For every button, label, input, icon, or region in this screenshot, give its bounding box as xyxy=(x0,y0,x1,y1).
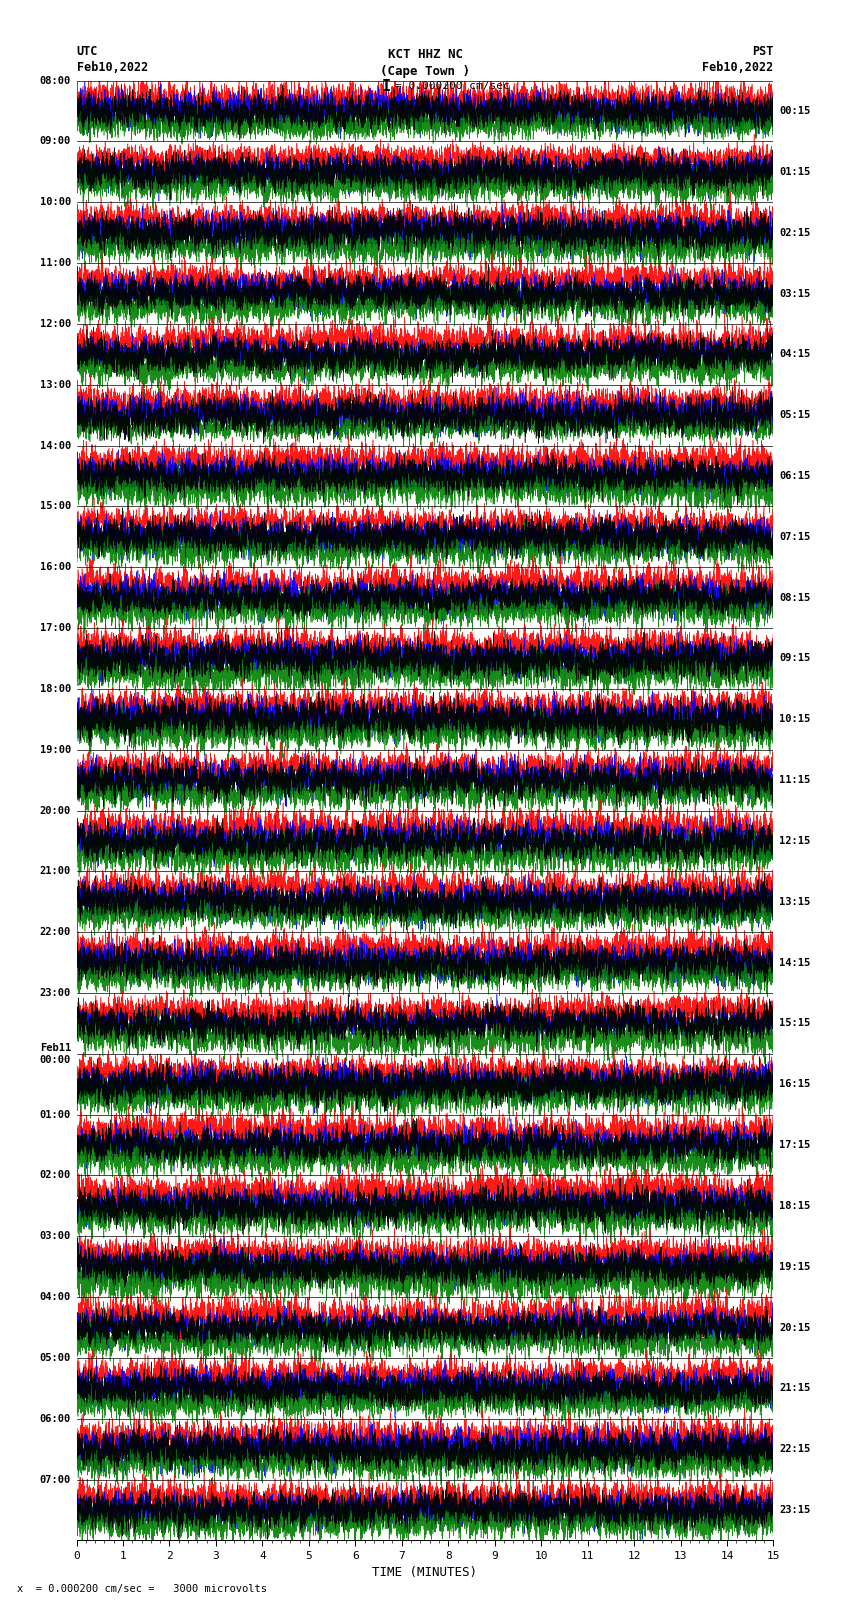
Text: 10:00: 10:00 xyxy=(40,197,71,208)
Text: 18:00: 18:00 xyxy=(40,684,71,694)
Text: 22:15: 22:15 xyxy=(779,1444,810,1455)
Text: 15:15: 15:15 xyxy=(779,1018,810,1029)
Text: 23:00: 23:00 xyxy=(40,989,71,998)
Text: 22:00: 22:00 xyxy=(40,927,71,937)
Text: 03:15: 03:15 xyxy=(779,289,810,298)
Text: 20:00: 20:00 xyxy=(40,805,71,816)
Text: 05:15: 05:15 xyxy=(779,410,810,419)
Text: 11:15: 11:15 xyxy=(779,776,810,786)
Text: Feb10,2022: Feb10,2022 xyxy=(702,61,774,74)
Text: 08:15: 08:15 xyxy=(779,592,810,603)
Text: 12:00: 12:00 xyxy=(40,319,71,329)
Text: 05:00: 05:00 xyxy=(40,1353,71,1363)
Text: 14:15: 14:15 xyxy=(779,958,810,968)
Text: 03:00: 03:00 xyxy=(40,1231,71,1242)
Text: 04:00: 04:00 xyxy=(40,1292,71,1302)
Text: 16:00: 16:00 xyxy=(40,563,71,573)
Text: 01:00: 01:00 xyxy=(40,1110,71,1119)
Text: I: I xyxy=(382,79,391,94)
Text: (Cape Town ): (Cape Town ) xyxy=(380,65,470,77)
Text: 20:15: 20:15 xyxy=(779,1323,810,1332)
Text: 07:00: 07:00 xyxy=(40,1474,71,1484)
Text: 19:00: 19:00 xyxy=(40,745,71,755)
Text: 17:00: 17:00 xyxy=(40,623,71,632)
Text: 15:00: 15:00 xyxy=(40,502,71,511)
Text: 10:15: 10:15 xyxy=(779,715,810,724)
Text: PST: PST xyxy=(752,45,774,58)
Text: 08:00: 08:00 xyxy=(40,76,71,85)
Text: 13:15: 13:15 xyxy=(779,897,810,907)
Text: 18:15: 18:15 xyxy=(779,1202,810,1211)
Text: 06:15: 06:15 xyxy=(779,471,810,481)
X-axis label: TIME (MINUTES): TIME (MINUTES) xyxy=(372,1566,478,1579)
Text: Feb11
00:00: Feb11 00:00 xyxy=(40,1044,71,1065)
Text: 23:15: 23:15 xyxy=(779,1505,810,1515)
Text: 09:00: 09:00 xyxy=(40,137,71,147)
Text: 21:00: 21:00 xyxy=(40,866,71,876)
Text: 07:15: 07:15 xyxy=(779,532,810,542)
Text: 16:15: 16:15 xyxy=(779,1079,810,1089)
Text: Feb10,2022: Feb10,2022 xyxy=(76,61,148,74)
Text: 06:00: 06:00 xyxy=(40,1413,71,1424)
Text: 01:15: 01:15 xyxy=(779,166,810,177)
Text: 21:15: 21:15 xyxy=(779,1384,810,1394)
Text: 00:15: 00:15 xyxy=(779,106,810,116)
Text: 11:00: 11:00 xyxy=(40,258,71,268)
Text: 12:15: 12:15 xyxy=(779,836,810,845)
Text: 19:15: 19:15 xyxy=(779,1261,810,1271)
Text: = 0.000200 cm/sec: = 0.000200 cm/sec xyxy=(395,81,510,90)
Text: x  = 0.000200 cm/sec =   3000 microvolts: x = 0.000200 cm/sec = 3000 microvolts xyxy=(17,1584,267,1594)
Text: 02:00: 02:00 xyxy=(40,1171,71,1181)
Text: 02:15: 02:15 xyxy=(779,227,810,237)
Text: UTC: UTC xyxy=(76,45,98,58)
Text: 04:15: 04:15 xyxy=(779,350,810,360)
Text: 14:00: 14:00 xyxy=(40,440,71,450)
Text: 17:15: 17:15 xyxy=(779,1140,810,1150)
Text: 13:00: 13:00 xyxy=(40,379,71,390)
Text: KCT HHZ NC: KCT HHZ NC xyxy=(388,48,462,61)
Text: 09:15: 09:15 xyxy=(779,653,810,663)
